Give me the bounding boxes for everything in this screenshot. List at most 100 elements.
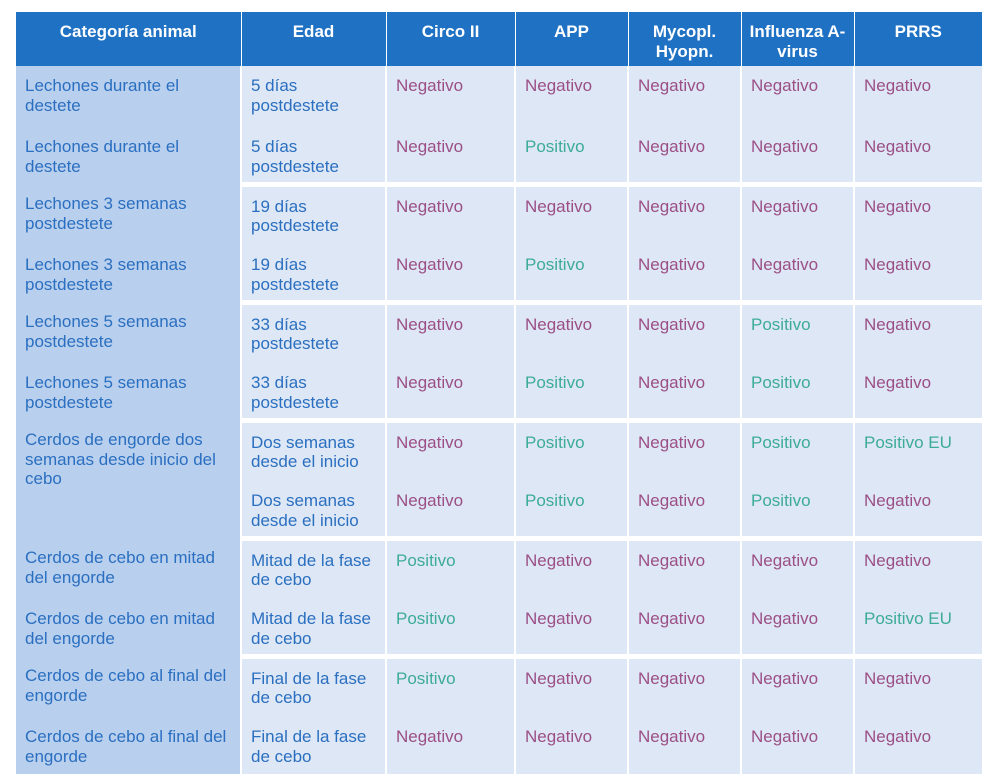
cell-age: 5 días postdestete (241, 127, 387, 187)
cell-prrs: Negativo (854, 717, 982, 774)
header-age: Edad (241, 12, 387, 66)
cell-circo: Negativo (386, 420, 516, 481)
cell-age: Final de la fase de cebo (241, 656, 387, 717)
cell-influenza: Positivo (741, 302, 855, 363)
cell-category-group: Lechones durante el destete Lechones dura… (16, 66, 242, 184)
cell-age: 33 días postdestete (241, 363, 387, 423)
cell-category: Cerdos de engorde dos semanas desde inic… (25, 430, 216, 488)
cell-prrs: Negativo (854, 481, 982, 541)
cell-circo: Negativo (386, 363, 516, 423)
cell-category: Cerdos de cebo al final del engorde (25, 727, 227, 766)
cell-age: 5 días postdestete (241, 66, 387, 127)
cell-mycopl: Negativo (628, 420, 742, 481)
cell-age: 33 días postdestete (241, 302, 387, 363)
table-row: 5 días postdestete Negativo Positivo Negati… (16, 127, 982, 187)
header-prrs: PRRS (854, 12, 982, 66)
cell-influenza: Positivo (741, 363, 855, 423)
cell-influenza: Positivo (741, 481, 855, 541)
cell-influenza: Negativo (741, 599, 855, 659)
results-table: Categoría animal Edad Circo II APP Mycop… (16, 12, 982, 774)
table-header: Categoría animal Edad Circo II APP Mycop… (16, 12, 982, 66)
cell-mycopl: Negativo (628, 245, 742, 305)
cell-app: Negativo (515, 302, 629, 363)
cell-prrs: Negativo (854, 363, 982, 423)
cell-category: Lechones durante el destete (25, 137, 180, 176)
cell-category: Lechones durante el destete (25, 76, 180, 115)
table-row: Mitad de la fase de cebo Positivo Negativo… (16, 599, 982, 659)
cell-mycopl: Negativo (628, 66, 742, 127)
cell-age: Final de la fase de cebo (241, 717, 387, 774)
cell-prrs: Negativo (854, 538, 982, 599)
cell-prrs: Positivo EU (854, 420, 982, 481)
cell-prrs: Negativo (854, 656, 982, 717)
cell-influenza: Negativo (741, 538, 855, 599)
cell-circo: Negativo (386, 127, 516, 187)
cell-category-group: Cerdos de cebo en mitad del engorde Cerdo… (16, 538, 242, 656)
table-row: Cerdos de engorde dos semanas desde inic… (16, 420, 982, 538)
cell-prrs: Negativo (854, 245, 982, 305)
header-mycopl: Mycopl. Hyopn. (628, 12, 742, 66)
table-row: Final de la fase de cebo Negativo Negativo… (16, 717, 982, 774)
cell-mycopl: Negativo (628, 127, 742, 187)
cell-category: Cerdos de cebo al final del engorde (25, 666, 227, 705)
cell-category: Lechones 3 semanas postdestete (25, 194, 187, 233)
cell-circo: Negativo (386, 481, 516, 541)
cell-category: Cerdos de cebo en mitad del engorde (25, 548, 215, 587)
cell-prrs: Negativo (854, 184, 982, 245)
cell-age: 19 días postdestete (241, 184, 387, 245)
table-row: 19 días postdestete Negativo Positivo Negat… (16, 245, 982, 305)
cell-circo: Negativo (386, 66, 516, 127)
cell-prrs: Negativo (854, 66, 982, 127)
cell-influenza: Negativo (741, 66, 855, 127)
table-row: Cerdos de cebo al final del engorde Cerdo… (16, 656, 982, 774)
cell-age: Dos semanas desde el inicio (241, 420, 387, 481)
cell-app: Positivo (515, 245, 629, 305)
cell-app: Negativo (515, 538, 629, 599)
cell-category-group: Lechones 3 semanas postdestete Lechones 3… (16, 184, 242, 302)
results-table-container: Categoría animal Edad Circo II APP Mycop… (16, 12, 982, 774)
cell-category: Lechones 5 semanas postdestete (25, 312, 187, 351)
cell-age: 19 días postdestete (241, 245, 387, 305)
cell-circo: Positivo (386, 656, 516, 717)
cell-influenza: Negativo (741, 717, 855, 774)
table-row: Lechones durante el destete Lechones dura… (16, 66, 982, 184)
cell-prrs: Negativo (854, 302, 982, 363)
cell-app: Positivo (515, 363, 629, 423)
cell-mycopl: Negativo (628, 717, 742, 774)
table-body: Lechones durante el destete Lechones dura… (16, 66, 982, 774)
table-row: Lechones 5 semanas postdestete Lechones 5… (16, 302, 982, 420)
cell-mycopl: Negativo (628, 302, 742, 363)
cell-circo: Negativo (386, 184, 516, 245)
cell-category-group: Cerdos de engorde dos semanas desde inic… (16, 420, 242, 538)
cell-category-group: Lechones 5 semanas postdestete Lechones 5… (16, 302, 242, 420)
cell-category: Lechones 3 semanas postdestete (25, 255, 187, 294)
cell-mycopl: Negativo (628, 184, 742, 245)
cell-category: Cerdos de cebo en mitad del engorde (25, 609, 215, 648)
cell-app: Negativo (515, 184, 629, 245)
cell-mycopl: Negativo (628, 656, 742, 717)
cell-circo: Positivo (386, 538, 516, 599)
header-influenza: Influenza A-virus (741, 12, 855, 66)
cell-mycopl: Negativo (628, 363, 742, 423)
header-category: Categoría animal (16, 12, 242, 66)
cell-circo: Negativo (386, 302, 516, 363)
cell-app: Positivo (515, 481, 629, 541)
cell-app: Negativo (515, 599, 629, 659)
cell-app: Negativo (515, 66, 629, 127)
table-row: Cerdos de cebo en mitad del engorde Cerdo… (16, 538, 982, 656)
cell-circo: Negativo (386, 245, 516, 305)
cell-influenza: Negativo (741, 656, 855, 717)
cell-age: Mitad de la fase de cebo (241, 599, 387, 659)
cell-circo: Negativo (386, 717, 516, 774)
cell-influenza: Negativo (741, 184, 855, 245)
header-row: Categoría animal Edad Circo II APP Mycop… (16, 12, 982, 66)
cell-circo: Positivo (386, 599, 516, 659)
cell-category-group: Cerdos de cebo al final del engorde Cerdo… (16, 656, 242, 774)
cell-influenza: Negativo (741, 245, 855, 305)
table-row: 33 días postdestete Negativo Positivo Negat… (16, 363, 982, 423)
table-row: Lechones 3 semanas postdestete Lechones 3… (16, 184, 982, 302)
header-circo: Circo II (386, 12, 516, 66)
header-app: APP (515, 12, 629, 66)
table-row: Dos semanas desde el inicio Negativo Posit… (16, 481, 982, 541)
cell-mycopl: Negativo (628, 538, 742, 599)
